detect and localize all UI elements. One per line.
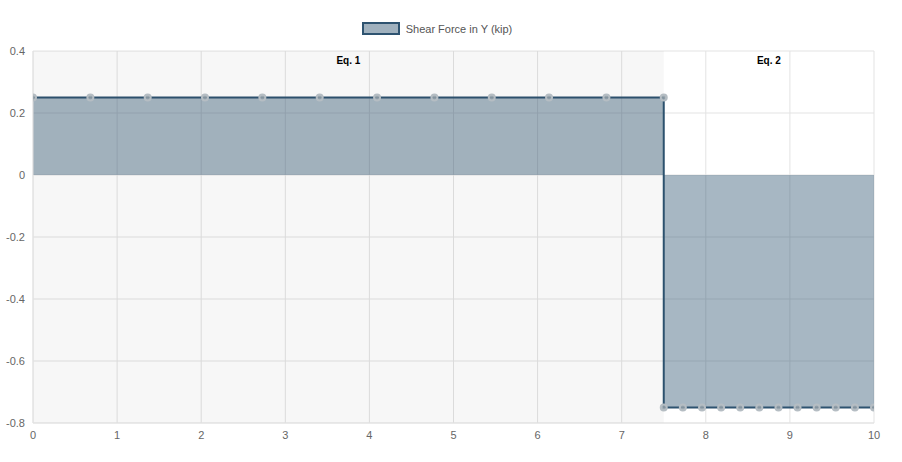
- svg-text:Eq. 1: Eq. 1: [336, 55, 360, 66]
- svg-text:7: 7: [619, 429, 625, 441]
- svg-text:4: 4: [366, 429, 372, 441]
- svg-text:1: 1: [114, 429, 120, 441]
- svg-text:2: 2: [198, 429, 204, 441]
- svg-text:-0.4: -0.4: [8, 293, 25, 305]
- svg-text:0.2: 0.2: [10, 107, 25, 119]
- svg-text:Eq. 2: Eq. 2: [757, 55, 781, 66]
- svg-text:5: 5: [450, 429, 456, 441]
- svg-text:-0.8: -0.8: [8, 417, 25, 429]
- svg-text:6: 6: [535, 429, 541, 441]
- svg-text:0: 0: [30, 429, 36, 441]
- svg-text:-0.2: -0.2: [8, 231, 25, 243]
- svg-text:3: 3: [282, 429, 288, 441]
- svg-text:9: 9: [787, 429, 793, 441]
- svg-text:-0.6: -0.6: [8, 355, 25, 367]
- html-text:Shear Force in Y (kip): Shear Force in Y (kip): [405, 22, 513, 35]
- svg-text:0: 0: [19, 169, 25, 181]
- svg-text:10: 10: [868, 429, 880, 441]
- svg-text:0.4: 0.4: [10, 45, 25, 57]
- svg-text:8: 8: [703, 429, 709, 441]
